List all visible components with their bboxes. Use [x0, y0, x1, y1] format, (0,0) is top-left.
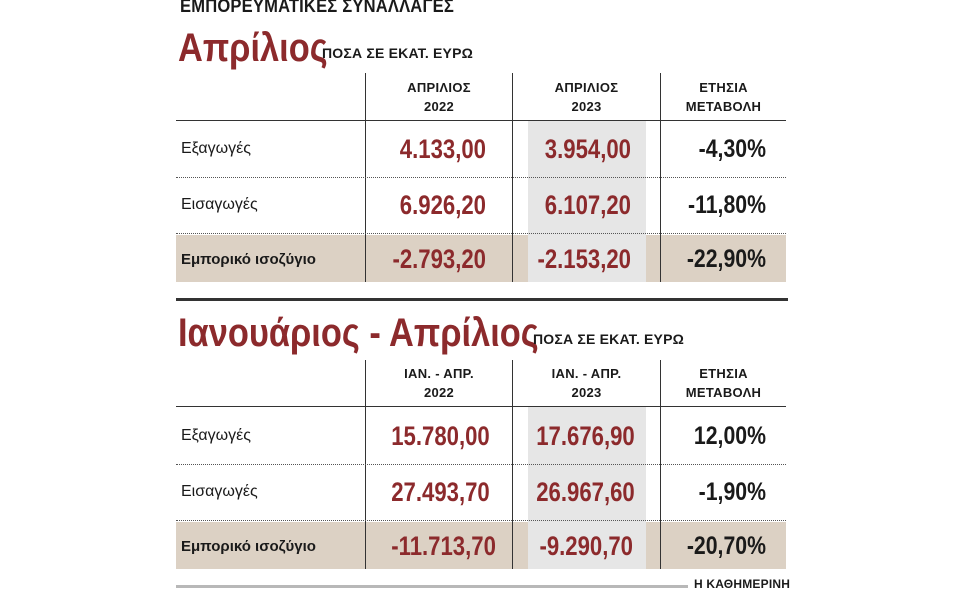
- unit-label: ΠΟΣΑ ΣΕ ΕΚΑΤ. ΕΥΡΩ: [322, 45, 474, 61]
- column-header-change: ΕΤΗΣΙΑ ΜΕΤΑΒΟΛΗ: [685, 366, 762, 400]
- balance-row-background: [176, 235, 786, 282]
- value-2022: 4.133,00: [399, 134, 486, 164]
- value-2023: -9.290,70: [539, 531, 633, 561]
- value-2022: 15.780,00: [391, 421, 490, 451]
- source-credit: Η ΚΑΘΗΜΕΡΙΝΗ: [694, 577, 791, 591]
- value-2022: 6.926,20: [399, 190, 486, 220]
- row-label: Εισαγωγές: [181, 483, 258, 500]
- row-divider: [176, 464, 786, 465]
- header-rule: [176, 120, 786, 121]
- value-2023: 26.967,60: [536, 477, 635, 507]
- section-title: Απρίλιος: [178, 26, 328, 70]
- row-divider: [176, 177, 786, 178]
- row-label: Εμπορικό ισοζύγιο: [181, 251, 316, 268]
- annual-change: -22,90%: [686, 245, 766, 273]
- annual-change: -1,90%: [698, 478, 766, 506]
- row-label: Εξαγωγές: [181, 427, 251, 444]
- row-divider: [176, 520, 786, 521]
- row-label: Εξαγωγές: [181, 140, 251, 157]
- annual-change: -20,70%: [686, 532, 766, 560]
- infographic-title: ΕΜΠΟΡΕΥΜΑΤΙΚΕΣ ΣΥΝΑΛΛΑΓΕΣ: [180, 0, 454, 16]
- section-title: Ιανουάριος - Απρίλιος: [178, 311, 539, 355]
- footer-rule: [176, 585, 688, 588]
- annual-change: -4,30%: [698, 135, 766, 163]
- column-header-2022: ΑΠΡΙΛΙΟΣ 2022: [407, 80, 471, 114]
- header-rule: [176, 406, 786, 407]
- column-header-2022: ΙΑΝ. - ΑΠΡ. 2022: [404, 366, 474, 400]
- value-2022: -11.713,70: [391, 531, 496, 561]
- value-2023: -2.153,20: [537, 244, 631, 274]
- row-label: Εισαγωγές: [181, 196, 258, 213]
- value-2023: 3.954,00: [544, 134, 631, 164]
- unit-label: ΠΟΣΑ ΣΕ ΕΚΑΤ. ΕΥΡΩ: [533, 331, 685, 347]
- row-divider: [176, 233, 786, 234]
- annual-change: 12,00%: [693, 422, 766, 450]
- highlight-column-2023: [528, 407, 646, 569]
- value-2023: 17.676,90: [536, 421, 635, 451]
- section-separator: [176, 298, 788, 301]
- column-header-2023: ΙΑΝ. - ΑΠΡ. 2023: [551, 366, 622, 400]
- balance-row-background: [176, 522, 786, 569]
- value-2023: 6.107,20: [544, 190, 631, 220]
- value-2022: 27.493,70: [391, 477, 490, 507]
- column-header-change: ΕΤΗΣΙΑ ΜΕΤΑΒΟΛΗ: [685, 80, 762, 114]
- value-2022: -2.793,20: [392, 244, 486, 274]
- row-label: Εμπορικό ισοζύγιο: [181, 538, 316, 555]
- annual-change: -11,80%: [688, 191, 766, 219]
- highlight-column-2023: [528, 121, 646, 282]
- column-header-2023: ΑΠΡΙΛΙΟΣ 2023: [554, 80, 619, 114]
